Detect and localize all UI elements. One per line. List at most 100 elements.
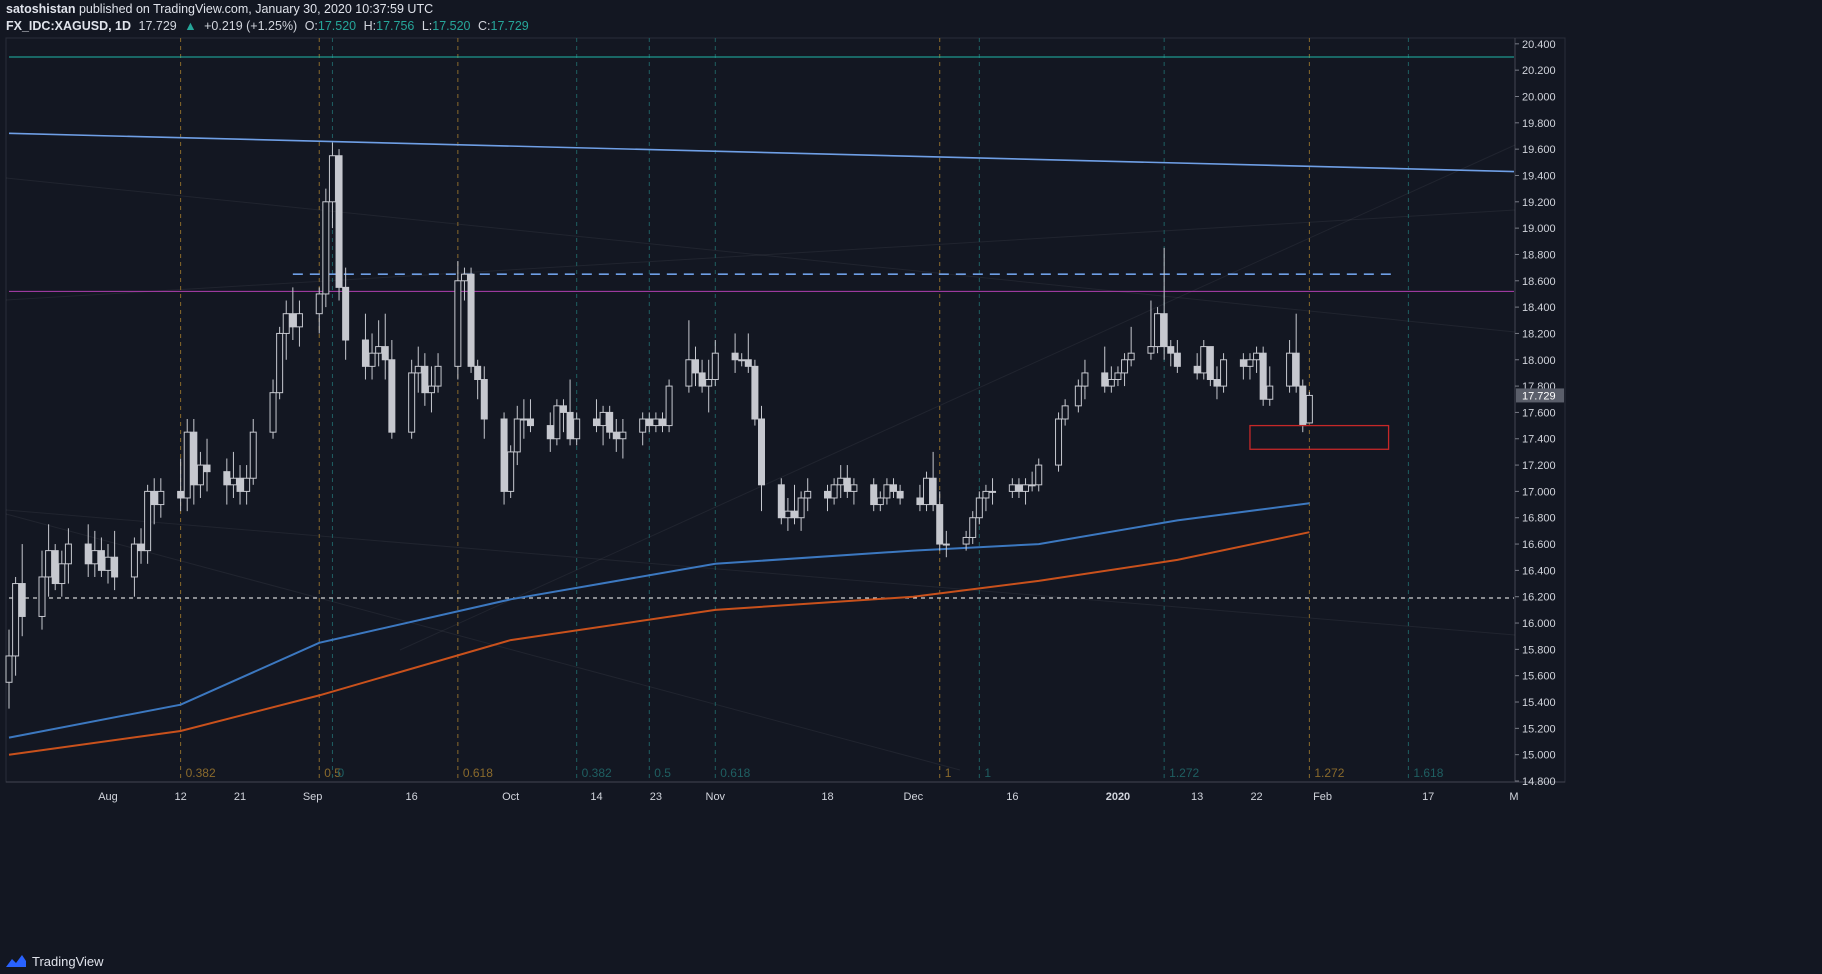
- candle-up: [830, 484, 838, 499]
- symbol-label[interactable]: FX_IDC:XAGUSD, 1D: [6, 19, 132, 33]
- candle-up: [1114, 372, 1122, 381]
- low-value: 17.520: [432, 19, 471, 33]
- low-label: L:: [421, 19, 433, 33]
- candle-down: [361, 339, 369, 367]
- time-tick-label: 13: [1191, 791, 1203, 803]
- price-tick-label: 15.600: [1522, 671, 1556, 683]
- candle-up: [1081, 372, 1089, 387]
- candle-down: [791, 510, 799, 519]
- price-tick-label: 16.200: [1522, 592, 1556, 604]
- candle-up: [513, 418, 521, 453]
- candle-up: [249, 431, 257, 479]
- candle-up: [1246, 359, 1254, 367]
- tradingview-logo-icon: [6, 955, 26, 967]
- candle-up: [850, 484, 858, 492]
- candle-up: [58, 563, 66, 585]
- candle-up: [784, 510, 792, 519]
- price-tick-label: 16.400: [1522, 565, 1556, 577]
- candle-down: [1213, 379, 1221, 387]
- candle-up: [12, 583, 20, 657]
- time-tick-label: M: [1509, 791, 1518, 803]
- candle-up: [1220, 359, 1228, 387]
- close-value: 17.729: [490, 19, 529, 33]
- candle-down: [870, 484, 878, 506]
- fib-time-zone-label: 1.618: [1413, 766, 1443, 780]
- candle-up: [804, 490, 812, 499]
- candle-up: [157, 490, 165, 506]
- candle-down: [566, 411, 574, 440]
- candle-up: [1028, 484, 1036, 487]
- candle-down: [824, 490, 832, 499]
- candle-up: [1266, 385, 1274, 400]
- time-tick-label: Feb: [1313, 791, 1332, 803]
- fib-time-zone-label: 0.382: [186, 766, 216, 780]
- time-tick-label: 17: [1422, 791, 1434, 803]
- price-tick-label: 20.000: [1522, 91, 1556, 103]
- price-tick-label: 18.200: [1522, 328, 1556, 340]
- price-tick-label: 18.800: [1522, 249, 1556, 261]
- candle-up: [573, 418, 581, 440]
- candle-up: [1035, 464, 1043, 486]
- candle-up: [375, 346, 383, 354]
- faint-trendline: [5, 209, 1516, 301]
- candle-up: [942, 543, 950, 546]
- price-tick-label: 18.400: [1522, 302, 1556, 314]
- candle-down: [51, 550, 59, 585]
- candle-up: [962, 536, 970, 545]
- candle-up: [454, 280, 462, 367]
- candle-down: [1206, 346, 1214, 381]
- price-tick-label: 17.200: [1522, 460, 1556, 472]
- price-tick-label: 16.000: [1522, 618, 1556, 630]
- candle-down: [1167, 346, 1175, 354]
- candle-up: [1305, 394, 1313, 424]
- faint-trendline: [5, 177, 1516, 333]
- candle-up: [883, 484, 891, 499]
- price-tick-label: 15.800: [1522, 644, 1556, 656]
- candle-up: [1286, 352, 1294, 387]
- candle-up: [797, 497, 805, 519]
- candle-up: [295, 313, 303, 328]
- candle-up: [91, 550, 99, 565]
- price-tick-label: 17.000: [1522, 486, 1556, 498]
- candle-up: [520, 418, 528, 421]
- price-tick-label: 19.600: [1522, 144, 1556, 156]
- price-tick-label: 19.200: [1522, 197, 1556, 209]
- fib-time-zone-label: 0.5: [654, 766, 671, 780]
- up-triangle-icon: ▲: [184, 19, 197, 33]
- candle-down: [691, 359, 699, 374]
- candle-up: [619, 431, 627, 440]
- candle-down: [480, 379, 488, 420]
- high-label: H:: [363, 19, 377, 33]
- last-price-tag-label: 17.729: [1522, 390, 1556, 402]
- faint-trendline: [5, 513, 961, 771]
- fib-time-zone-label: 1: [945, 766, 952, 780]
- candle-down: [890, 484, 898, 492]
- candle-down: [843, 477, 851, 492]
- candle-down: [342, 286, 350, 341]
- candle-down: [658, 418, 666, 427]
- time-tick-label: Dec: [904, 791, 924, 803]
- candle-up: [196, 464, 204, 486]
- candle-down: [896, 490, 904, 499]
- candle-up: [408, 372, 416, 433]
- time-tick-label: Sep: [303, 791, 323, 803]
- candle-up: [427, 385, 435, 394]
- candle-down: [190, 431, 198, 486]
- candle-down: [177, 490, 185, 499]
- author-name[interactable]: satoshistan: [6, 2, 76, 16]
- highlight-box: [1249, 424, 1390, 450]
- candle-down: [526, 418, 534, 427]
- price-tick-label: 19.800: [1522, 118, 1556, 130]
- tradingview-brand[interactable]: TradingView: [32, 953, 104, 969]
- candle-down: [744, 359, 752, 367]
- candle-up: [1022, 484, 1030, 492]
- price-tick-label: 15.200: [1522, 723, 1556, 735]
- candle-up: [434, 365, 442, 387]
- price-tick-label: 15.000: [1522, 750, 1556, 762]
- time-tick-label: 16: [406, 791, 418, 803]
- candle-down: [381, 346, 389, 361]
- candle-up: [144, 490, 152, 552]
- candle-up: [460, 273, 468, 282]
- candle-down: [84, 543, 92, 565]
